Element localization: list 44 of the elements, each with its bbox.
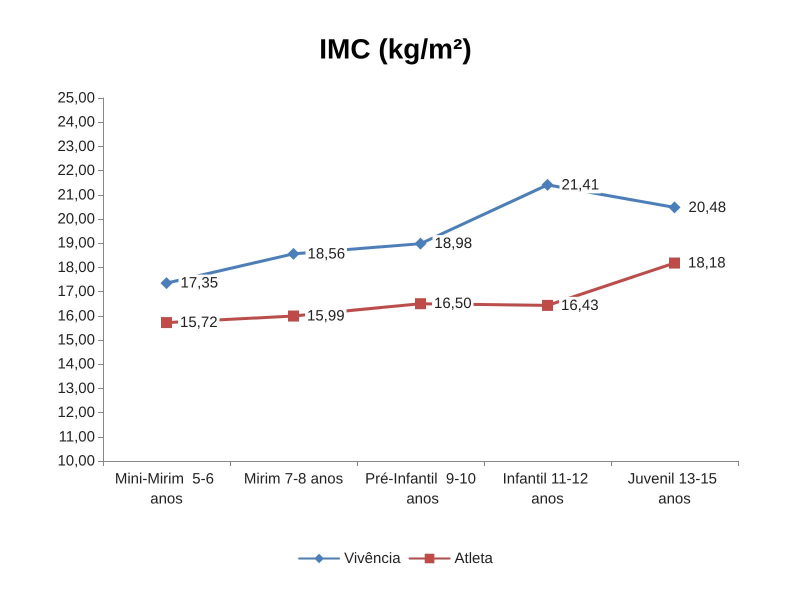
legend-label: Vivência [344,550,402,567]
point [669,258,680,269]
point [288,248,300,260]
data-label: 16,50 [434,295,472,312]
point [160,277,172,290]
data-label: 18,18 [688,254,726,272]
data-label: 20,48 [688,198,726,216]
data-label: 18,56 [308,245,346,262]
y-tick-label: 16,00 [57,307,95,324]
y-tick-label: 11,00 [58,428,95,446]
point [414,238,426,250]
data-label: 21,41 [562,176,600,194]
y-tick-label: 22,00 [57,162,95,180]
point [415,298,426,310]
x-tick-label: Pré-Infantil 9-10 anos [365,470,476,508]
y-tick-label: 21,00 [57,186,95,204]
y-tick-label: 25,00 [57,90,95,106]
y-tick-label: 18,00 [57,258,95,276]
data-label: 15,72 [180,314,218,332]
y-tick-label: 19,00 [57,234,95,252]
chart-title: IMC (kg/m²) [319,34,472,64]
y-tick-label: 12,00 [57,404,95,422]
point [542,300,553,311]
data-label: 18,98 [434,235,472,252]
y-tick-label: 14,00 [57,356,95,373]
x-tick-label: Infantil 11-12 anos [502,470,592,508]
y-tick-label: 13,00 [57,380,95,397]
y-tick-label: 20,00 [57,210,95,228]
x-tick-label: Mini-Mirim 5-6 anos [114,470,218,508]
point [668,201,680,214]
point [542,178,554,191]
y-tick-label: 23,00 [57,138,95,155]
y-tick-label: 17,00 [57,283,95,300]
point [288,310,299,322]
point [161,317,172,328]
data-label: 15,99 [307,308,345,325]
data-label: 16,43 [561,296,599,314]
x-tick-label: Juvenil 13-15 anos [628,470,722,508]
y-tick-label: 10,00 [57,452,95,470]
y-tick-label: 15,00 [57,332,95,348]
y-tick-label: 24,00 [57,114,95,131]
x-tick-label: Mirim 7-8 anos [244,470,344,488]
data-label: 17,35 [180,274,218,292]
legend-label: Atleta [454,550,494,567]
